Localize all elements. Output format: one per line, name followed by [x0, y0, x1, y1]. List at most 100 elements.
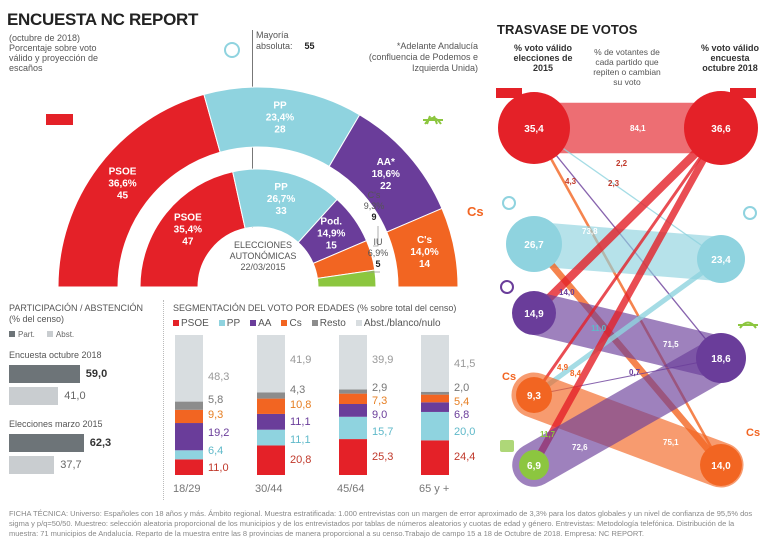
psoe-logo-icon: [46, 114, 73, 125]
segment-bar-resto: [257, 392, 285, 399]
legend-abst-label: Abst.: [55, 330, 75, 339]
hemicycle-label: 18,6%: [372, 169, 400, 180]
page-title: ENCUESTA NC REPORT: [7, 10, 199, 29]
node-2015-iu: [519, 450, 549, 480]
segment-bar-aa: [175, 423, 203, 451]
flow-iu-to-psoe: [530, 124, 725, 469]
aa-note: *Adelante Andalucía (confluencia de Pode…: [368, 41, 478, 73]
node-value: 14,0: [711, 461, 731, 472]
segment-value-label: 11,1: [290, 416, 311, 428]
legend-label: Cs: [289, 318, 302, 329]
footer-ficha-tecnica: FICHA TÉCNICA: Universo: Españoles con 1…: [9, 509, 753, 538]
flow-label: 72,6: [572, 443, 588, 452]
participation-subtitle: (% del censo): [9, 314, 65, 324]
segment-value-label: 20,8: [290, 454, 311, 466]
legend-label: Resto: [319, 318, 346, 329]
hemicycle-external-label: 5: [375, 259, 380, 269]
hemicycle-label: PP: [274, 182, 288, 193]
segment-value-label: 41,5: [454, 358, 475, 370]
legend-part: Part.: [9, 330, 35, 339]
majority-label: Mayoría absoluta: 55: [256, 30, 315, 52]
participation-row-part: 62,3: [9, 434, 159, 452]
hemicycle-label: 26,7%: [267, 194, 295, 205]
hemicycle-segment-iu: [316, 269, 377, 288]
segment-bar-psoe: [421, 440, 449, 475]
participation-bar-abst: [9, 456, 55, 474]
participation-bar-part: [9, 365, 80, 383]
node-value: 35,4: [524, 124, 544, 135]
legend-label: PSOE: [181, 318, 209, 329]
segment-bar-resto: [175, 401, 203, 410]
segment-value-label: 20,0: [454, 426, 475, 438]
segment-value-label: 41,9: [290, 354, 311, 366]
node-value: 6,9: [527, 461, 541, 472]
hemicycle-label: 28: [274, 124, 286, 135]
participation-value: 37,7: [60, 459, 82, 471]
flow-label: 4,3: [565, 177, 577, 186]
hemicycle-external-label: 9: [371, 212, 376, 222]
segment-value-label: 11,1: [290, 434, 311, 446]
psoe-logo-icon: [496, 88, 522, 98]
flow-label: 84,1: [630, 124, 646, 133]
node-2015-podemos: [512, 291, 556, 335]
trasvase-col-right: % voto válido encuesta octubre 2018: [700, 43, 759, 73]
cs-logo-icon: Cs: [467, 204, 484, 219]
legend-swatch: [311, 320, 318, 327]
segmentation-legend-item: Resto: [311, 318, 346, 329]
segment-value-label: 19,2: [208, 427, 229, 439]
segment-bar-cs: [421, 394, 449, 403]
podemos-logo-icon: [500, 280, 514, 294]
hemicycle-label: Pod.: [320, 217, 342, 228]
segment-bar-abstblanconulo: [175, 335, 203, 402]
legend-swatch: [355, 320, 362, 327]
pp-logo-icon: [502, 196, 516, 210]
legend-label: AA: [258, 318, 272, 329]
participation-group: Elecciones marzo 2015 62,3 37,7: [9, 419, 159, 474]
flow-label: 14,0: [559, 288, 575, 297]
flow-podemos-to-psoe: [529, 123, 726, 318]
flow-label: 75,1: [663, 438, 679, 447]
node-value: 14,9: [524, 309, 544, 320]
trasvase-chart: 35,4 26,7 14,9 9,3 6,9 36,6 23,4 18,6 14,0 84,1 2,…: [496, 88, 760, 488]
hemicycle-charts: Cs PSOE36,6%45PP23,4%28AA*18,6%22C's14,0…: [46, 42, 484, 288]
flow-podemos-to-aa: [512, 291, 743, 380]
subtitle: (octubre de 2018) Porcentaje sobre voto …: [9, 33, 119, 73]
hemicycle-2015: [139, 168, 377, 288]
hemicycle-label: 36,6%: [108, 178, 136, 189]
hemicycle-label: AA*: [377, 157, 395, 168]
participation-legend: Part. Abst.: [9, 330, 74, 339]
node-value: 36,6: [711, 124, 731, 135]
hemicycle-label: 35,4%: [174, 225, 202, 236]
node-value: 18,6: [711, 354, 731, 365]
segment-value-label: 9,3: [208, 409, 223, 421]
majority-text: Mayoría absoluta:: [256, 30, 293, 51]
segment-bar-aa: [421, 402, 449, 412]
hemicycle-segment-cs: [386, 207, 459, 288]
legend-part-label: Part.: [18, 330, 35, 339]
node-2018-pp: [697, 235, 745, 283]
segment-value-label: 9,0: [372, 409, 387, 421]
age-category-label: 30/44: [255, 483, 283, 495]
participation-title: PARTICIPACIÓN / ABSTENCIÓN (% del censo): [9, 303, 143, 325]
flow-iu-to-aa: [512, 336, 743, 487]
segment-bar-pp: [257, 429, 285, 446]
segment-value-label: 6,8: [454, 409, 469, 421]
flow-pp-to-pp: [511, 221, 744, 282]
node-2018-aa: [696, 333, 746, 383]
segment-value-label: 48,3: [208, 371, 229, 383]
flow-label: 11,7: [540, 430, 556, 439]
hemicycle-label: PP: [273, 100, 287, 111]
segmentation-chart: 11,0 6,4 19,2 9,3 5,8 48,3 18/29 20,8 11,1 11,1 10…: [173, 335, 475, 495]
cs-logo-icon: Cs: [502, 371, 516, 383]
segmentation-legend-item: PP: [218, 318, 240, 329]
divider: [163, 300, 164, 500]
segment-bar-resto: [339, 389, 367, 394]
hemicycle-external-label: 6,9%: [368, 248, 389, 258]
flow-label: 11,0: [591, 324, 607, 333]
hemicycle-label: PSOE: [109, 166, 137, 177]
segment-value-label: 2,0: [454, 382, 469, 394]
participation-value: 59,0: [85, 368, 108, 380]
hemicycle-label: 47: [182, 237, 194, 248]
segment-bar-abstblanconulo: [257, 335, 285, 393]
legend-swatch: [173, 320, 179, 327]
